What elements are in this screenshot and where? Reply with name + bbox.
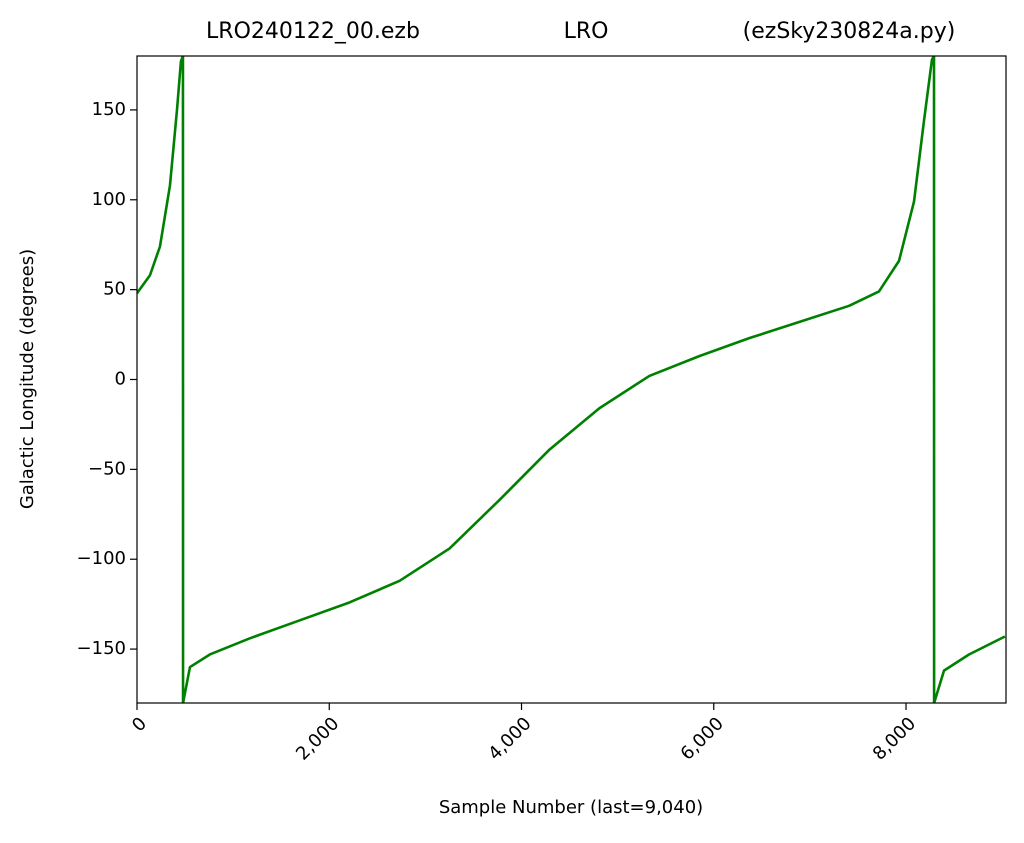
y-axis-label: Galactic Longitude (degrees)	[17, 249, 38, 509]
x-tick-label: 4,000	[484, 713, 535, 764]
y-tick-label: −100	[77, 548, 126, 569]
y-tick-label: 0	[115, 369, 126, 390]
data-line	[137, 56, 1006, 703]
plot-frame	[136, 55, 1007, 704]
chart-title: (ezSky230824a.py)	[743, 19, 956, 44]
y-tick-label: 150	[92, 99, 126, 120]
y-tick-label: −150	[77, 638, 126, 659]
y-tick-label: 50	[103, 279, 126, 300]
y-tick-label: −50	[88, 458, 126, 479]
x-tick-label: 2,000	[292, 713, 343, 764]
x-tick-label: 8,000	[869, 713, 920, 764]
y-tick-label: 100	[92, 189, 126, 210]
x-tick-label: 0	[128, 713, 151, 736]
x-axis-label: Sample Number (last=9,040)	[439, 797, 703, 818]
chart-title: LRO	[564, 19, 609, 44]
x-tick-label: 6,000	[677, 713, 728, 764]
chart-title: LRO240122_00.ezb	[206, 19, 420, 44]
